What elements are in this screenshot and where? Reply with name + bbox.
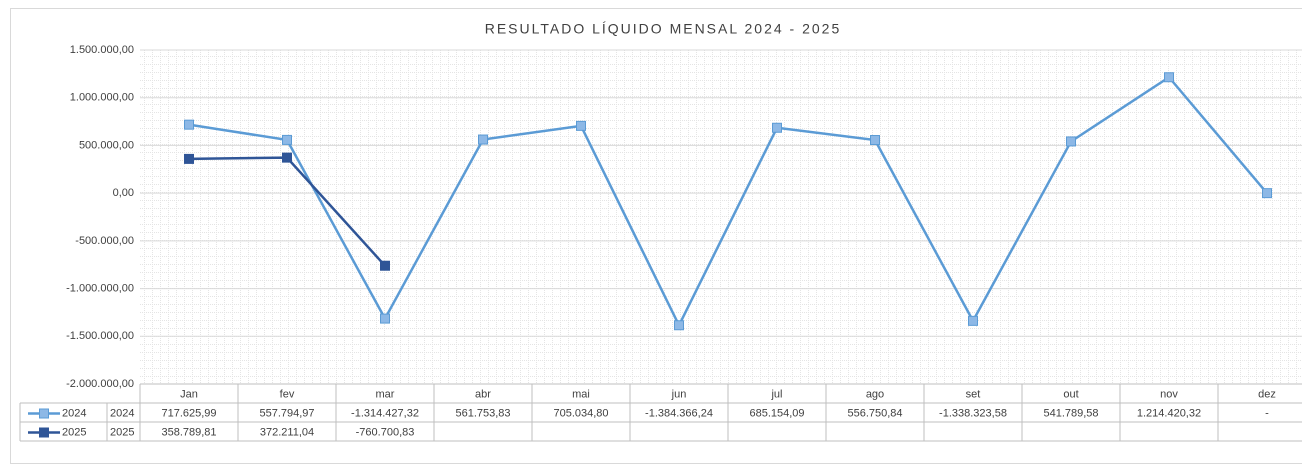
data-label: - <box>1265 407 1269 419</box>
plot-pattern <box>140 50 1302 384</box>
y-tick-label: 0,00 <box>113 187 134 199</box>
x-tick-label: dez <box>1258 388 1276 400</box>
legend-label: 2025 <box>62 426 86 438</box>
x-tick-label: fev <box>280 388 295 400</box>
data-label: 1.214.420,32 <box>1137 407 1201 419</box>
data-point <box>772 122 782 133</box>
data-label: 717.625,99 <box>161 407 216 419</box>
data-point <box>1262 188 1272 199</box>
data-point <box>674 320 684 331</box>
data-point <box>478 134 488 145</box>
data-point <box>870 135 880 146</box>
data-label: -1.384.366,24 <box>645 407 713 419</box>
x-tick-label: mar <box>376 388 395 400</box>
x-tick-label: Jan <box>180 388 198 400</box>
series-line <box>188 75 1268 329</box>
data-point <box>380 260 390 271</box>
y-tick-label: 500.000,00 <box>79 139 134 151</box>
data-point <box>1164 72 1174 83</box>
data-point <box>282 152 292 163</box>
data-label: 685.154,09 <box>749 407 804 419</box>
data-label: -1.314.427,32 <box>351 407 419 419</box>
data-label: -1.338.323,58 <box>939 407 1007 419</box>
y-tick-label: 1.000.000,00 <box>70 92 134 104</box>
x-tick-label: abr <box>475 388 491 400</box>
x-tick-label: mai <box>572 388 590 400</box>
data-point <box>184 153 194 164</box>
x-tick-label: nov <box>1160 388 1178 400</box>
row-header: 2024 <box>110 407 134 419</box>
data-point <box>1066 136 1076 147</box>
y-tick-label: -1.500.000,00 <box>66 330 134 342</box>
data-point <box>380 313 390 324</box>
x-tick-label: jun <box>671 388 687 400</box>
data-label: 705.034,80 <box>553 407 608 419</box>
data-label: 372.211,04 <box>260 426 314 438</box>
data-point <box>184 119 194 130</box>
row-header: 2025 <box>110 426 134 438</box>
y-tick-label: 1.500.000,00 <box>70 44 134 56</box>
x-tick-label: out <box>1063 388 1078 400</box>
legend-marker <box>39 408 49 419</box>
data-label: -760.700,83 <box>356 426 415 438</box>
data-label: 541.789,58 <box>1043 407 1098 419</box>
y-tick-label: -2.000.000,00 <box>66 378 134 390</box>
x-tick-label: ago <box>866 388 884 400</box>
legend-marker <box>39 427 49 438</box>
data-label: 358.789,81 <box>161 426 216 438</box>
legend-label: 2024 <box>62 407 86 419</box>
y-tick-label: -1.000.000,00 <box>66 282 134 294</box>
chart-title: RESULTADO LÍQUIDO MENSAL 2024 - 2025 <box>485 21 842 37</box>
y-tick-label: -500.000,00 <box>75 235 134 247</box>
data-label: 556.750,84 <box>847 407 902 419</box>
x-tick-label: set <box>966 388 981 400</box>
data-point <box>282 134 292 145</box>
data-label: 557.794,97 <box>259 407 314 419</box>
data-point <box>576 120 586 131</box>
x-tick-label: jul <box>770 388 782 400</box>
data-label: 561.753,83 <box>455 407 510 419</box>
data-point <box>968 315 978 326</box>
